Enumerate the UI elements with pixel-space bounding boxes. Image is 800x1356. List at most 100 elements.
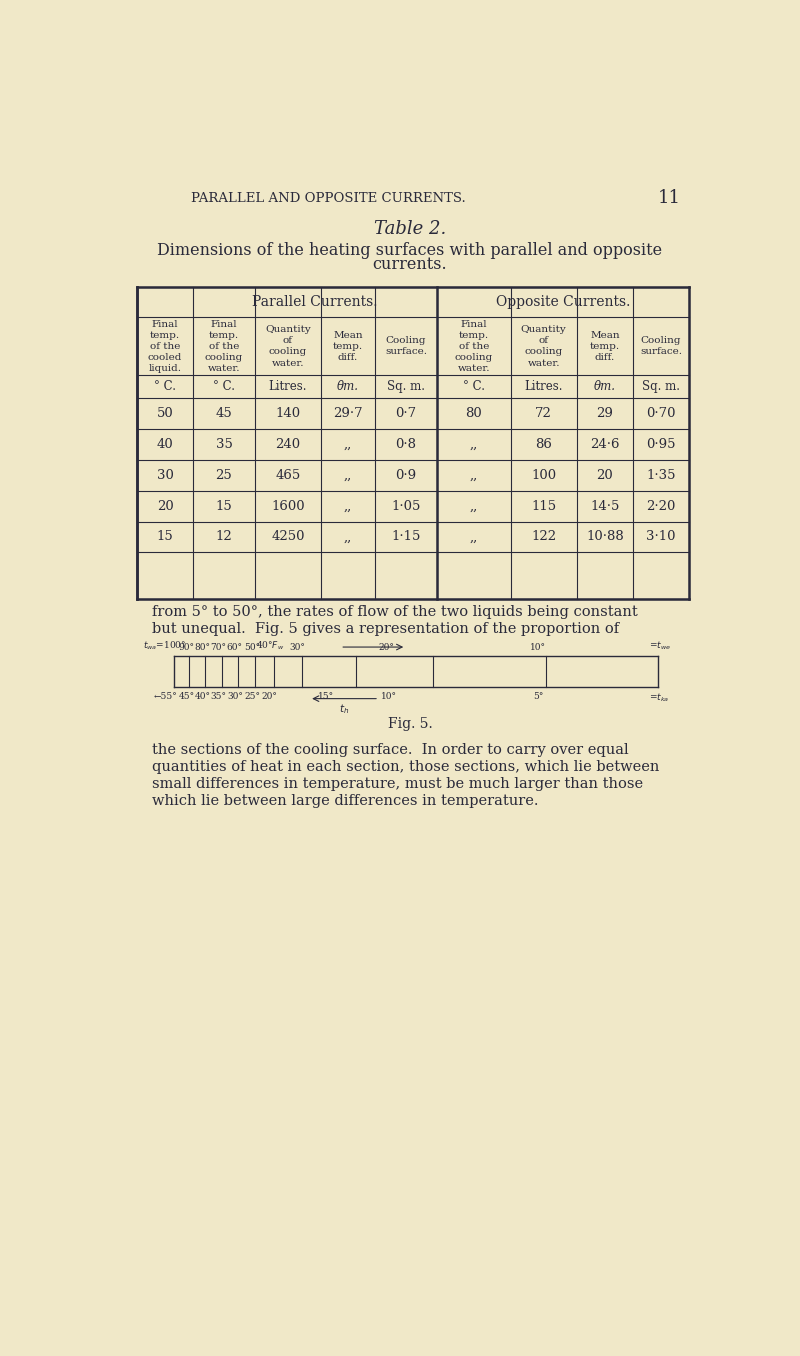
Text: ° C.: ° C. [154, 380, 176, 393]
Text: 20: 20 [157, 499, 174, 513]
Text: 3·10: 3·10 [646, 530, 676, 544]
Text: 45: 45 [216, 407, 232, 420]
Text: 1·15: 1·15 [391, 530, 421, 544]
Text: the sections of the cooling surface.  In order to carry over equal: the sections of the cooling surface. In … [152, 743, 629, 757]
Text: 20°: 20° [261, 692, 277, 701]
Text: 10°: 10° [381, 692, 397, 701]
Text: PARALLEL AND OPPOSITE CURRENTS.: PARALLEL AND OPPOSITE CURRENTS. [191, 191, 466, 205]
Text: currents.: currents. [373, 256, 447, 273]
Text: Table 2.: Table 2. [374, 220, 446, 237]
Text: 35°: 35° [210, 692, 226, 701]
Text: ° C.: ° C. [463, 380, 485, 393]
Text: 14·5: 14·5 [590, 499, 620, 513]
Text: ,,: ,, [344, 499, 352, 513]
Text: 0·70: 0·70 [646, 407, 676, 420]
Text: 80: 80 [466, 407, 482, 420]
Text: ,,: ,, [344, 438, 352, 452]
Text: 0·7: 0·7 [395, 407, 417, 420]
Text: 0·8: 0·8 [396, 438, 417, 452]
Text: 40: 40 [157, 438, 174, 452]
Text: 30°: 30° [290, 643, 306, 652]
Text: quantities of heat in each section, those sections, which lie between: quantities of heat in each section, thos… [152, 761, 659, 774]
Text: ,,: ,, [470, 530, 478, 544]
Text: ←55°: ←55° [154, 692, 178, 701]
Text: Litres.: Litres. [525, 380, 563, 393]
Text: 1600: 1600 [271, 499, 305, 513]
Text: 45°: 45° [178, 692, 195, 701]
Text: 50°: 50° [245, 643, 261, 652]
Text: Opposite Currents.: Opposite Currents. [496, 296, 630, 309]
Text: 10°: 10° [530, 643, 546, 652]
Text: Litres.: Litres. [269, 380, 307, 393]
Text: 90°: 90° [179, 643, 195, 652]
Text: 86: 86 [535, 438, 552, 452]
Text: =$t_{we}$: =$t_{we}$ [649, 639, 670, 652]
Text: 15: 15 [157, 530, 174, 544]
Text: 100: 100 [531, 469, 556, 481]
Text: Quantity
of
cooling
water.: Quantity of cooling water. [521, 325, 566, 367]
Text: ,,: ,, [344, 469, 352, 481]
Text: 10·88: 10·88 [586, 530, 624, 544]
Text: 5°: 5° [533, 692, 543, 701]
Text: Mean
temp.
diff.: Mean temp. diff. [333, 331, 363, 362]
Text: 35: 35 [215, 438, 233, 452]
Text: 40°: 40° [194, 692, 210, 701]
Text: 72: 72 [535, 407, 552, 420]
Text: 40°$F_w$: 40°$F_w$ [256, 639, 285, 652]
Text: Fig. 5.: Fig. 5. [388, 717, 432, 731]
Text: 115: 115 [531, 499, 556, 513]
Text: 1·35: 1·35 [646, 469, 676, 481]
Text: 20: 20 [597, 469, 614, 481]
Text: from 5° to 50°, the rates of flow of the two liquids being constant: from 5° to 50°, the rates of flow of the… [152, 605, 638, 618]
Text: 29: 29 [597, 407, 614, 420]
Text: 0·95: 0·95 [646, 438, 676, 452]
Text: 20°: 20° [379, 643, 394, 652]
Text: which lie between large differences in temperature.: which lie between large differences in t… [152, 795, 538, 808]
Text: 25°: 25° [245, 692, 261, 701]
Text: 140: 140 [275, 407, 301, 420]
Text: 15: 15 [216, 499, 232, 513]
Text: 60°: 60° [227, 643, 243, 652]
Text: 25: 25 [216, 469, 232, 481]
Text: Final
temp.
of the
cooling
water.: Final temp. of the cooling water. [455, 320, 493, 373]
Text: ,,: ,, [344, 530, 352, 544]
Text: Cooling
surface.: Cooling surface. [640, 336, 682, 357]
Text: Cooling
surface.: Cooling surface. [385, 336, 427, 357]
Text: 29·7: 29·7 [333, 407, 363, 420]
Text: 11: 11 [658, 188, 681, 207]
Text: Parallel Currents.: Parallel Currents. [252, 296, 378, 309]
Text: 70°: 70° [210, 643, 226, 652]
Text: ,,: ,, [470, 438, 478, 452]
Text: Quantity
of
cooling
water.: Quantity of cooling water. [265, 325, 311, 367]
Text: 4250: 4250 [271, 530, 305, 544]
Text: 50: 50 [157, 407, 174, 420]
Text: 2·20: 2·20 [646, 499, 676, 513]
Text: Sq. m.: Sq. m. [642, 380, 680, 393]
Text: but unequal.  Fig. 5 gives a representation of the proportion of: but unequal. Fig. 5 gives a representati… [152, 621, 619, 636]
Text: 24·6: 24·6 [590, 438, 620, 452]
Text: $t_h$: $t_h$ [339, 701, 350, 716]
Text: ,,: ,, [470, 499, 478, 513]
Text: Dimensions of the heating surfaces with parallel and opposite: Dimensions of the heating surfaces with … [158, 241, 662, 259]
Text: 240: 240 [275, 438, 301, 452]
Text: Final
temp.
of the
cooling
water.: Final temp. of the cooling water. [205, 320, 243, 373]
Text: $t_{wa}$=100°: $t_{wa}$=100° [142, 639, 186, 652]
Text: 30: 30 [157, 469, 174, 481]
Text: 80°: 80° [194, 643, 210, 652]
Text: =$t_{ka}$: =$t_{ka}$ [650, 692, 670, 704]
Text: 122: 122 [531, 530, 556, 544]
Text: 12: 12 [216, 530, 232, 544]
Text: Sq. m.: Sq. m. [387, 380, 425, 393]
Text: ° C.: ° C. [213, 380, 235, 393]
Text: ,,: ,, [470, 469, 478, 481]
Text: θm.: θm. [337, 380, 359, 393]
Text: small differences in temperature, must be much larger than those: small differences in temperature, must b… [152, 777, 643, 791]
Text: 0·9: 0·9 [395, 469, 417, 481]
Text: Mean
temp.
diff.: Mean temp. diff. [590, 331, 620, 362]
Text: Final
temp.
of the
cooled
liquid.: Final temp. of the cooled liquid. [148, 320, 182, 373]
Text: 15°: 15° [318, 692, 334, 701]
Text: 465: 465 [275, 469, 301, 481]
Text: 30°: 30° [227, 692, 242, 701]
Text: θm.: θm. [594, 380, 616, 393]
Text: 1·05: 1·05 [391, 499, 421, 513]
